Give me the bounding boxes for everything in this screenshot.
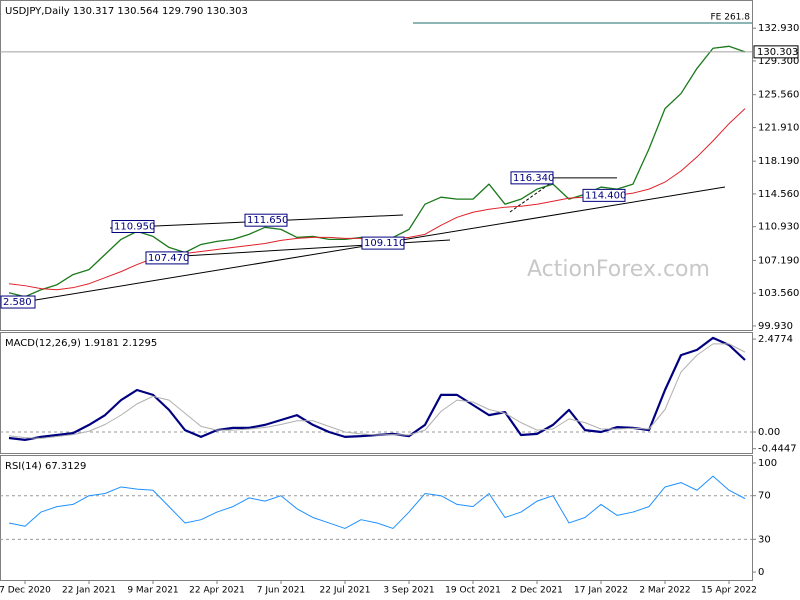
y-tick-label: 100 xyxy=(758,458,777,469)
y-tick-label: 107.190 xyxy=(758,255,799,266)
panel-title: MACD(12,26,9) 1.9181 2.1295 xyxy=(5,338,157,349)
x-tick-label: 22 Jan 2021 xyxy=(62,586,116,596)
annotation-label: 107.470 xyxy=(148,253,189,264)
watermark: ActionForex.com xyxy=(527,257,710,282)
x-tick-label: 9 Mar 2021 xyxy=(127,586,178,596)
annotation-box xyxy=(510,171,554,185)
annotation-label: 111.650 xyxy=(247,215,288,226)
annotation-label: 114.400 xyxy=(585,190,626,201)
y-tick-label: 70 xyxy=(758,491,771,502)
y-tick-label: 99.930 xyxy=(758,321,793,332)
x-tick-label: 17 Jan 2022 xyxy=(574,586,628,596)
macd-panel xyxy=(0,332,753,454)
y-tick-label: 118.190 xyxy=(758,156,799,167)
panel-title: USDJPY,Daily 130.317 130.564 129.790 130… xyxy=(5,6,248,17)
x-tick-label: 22 Apr 2021 xyxy=(189,586,245,596)
x-tick-label: 22 Jul 2021 xyxy=(320,586,371,596)
y-tick-label: 125.560 xyxy=(758,90,799,101)
x-tick-label: 3 Sep 2021 xyxy=(383,586,434,596)
price-label: 130.303 xyxy=(757,47,798,58)
annotation-box xyxy=(582,188,626,202)
price-panel xyxy=(0,0,753,331)
y-tick-label: 2.4774 xyxy=(758,334,793,345)
annotation-box xyxy=(244,213,288,227)
x-tick-label: 2 Mar 2022 xyxy=(639,586,690,596)
x-tick-label: 7 Dec 2020 xyxy=(0,586,51,596)
y-tick-label: -0.4447 xyxy=(758,444,797,455)
annotation-box xyxy=(111,219,155,233)
annotation-label: 110.950 xyxy=(114,221,155,232)
y-tick-label: 0.00 xyxy=(758,427,780,438)
x-tick-label: 15 Apr 2022 xyxy=(701,586,757,596)
y-tick-label: 110.930 xyxy=(758,222,799,233)
price-label-box xyxy=(753,45,799,59)
series-line xyxy=(8,343,746,439)
fe-label: FE 261.8 xyxy=(711,13,751,23)
y-tick-label: 103.560 xyxy=(758,288,799,299)
annotation-label: 116.340 xyxy=(513,173,554,184)
series-line xyxy=(8,475,746,529)
annotation-box xyxy=(0,295,36,309)
y-tick-label: 129.300 xyxy=(758,56,799,67)
annotation-label: 109.110 xyxy=(364,238,405,249)
y-tick-label: 121.910 xyxy=(758,123,799,134)
y-tick-label: 0 xyxy=(758,567,764,578)
annotation-box xyxy=(145,251,189,265)
x-tick-label: 2 Dec 2021 xyxy=(511,586,563,596)
annotation-box xyxy=(361,236,405,250)
rsi-panel xyxy=(0,455,753,581)
y-tick-label: 132.930 xyxy=(758,23,799,34)
panel-title: RSI(14) 67.3129 xyxy=(5,461,86,472)
y-tick-label: 114.560 xyxy=(758,189,799,200)
y-tick-label: 30 xyxy=(758,534,771,545)
x-tick-label: 7 Jun 2021 xyxy=(257,586,305,596)
annotation-label: 2.580 xyxy=(3,297,32,308)
x-tick-label: 19 Oct 2021 xyxy=(445,586,501,596)
